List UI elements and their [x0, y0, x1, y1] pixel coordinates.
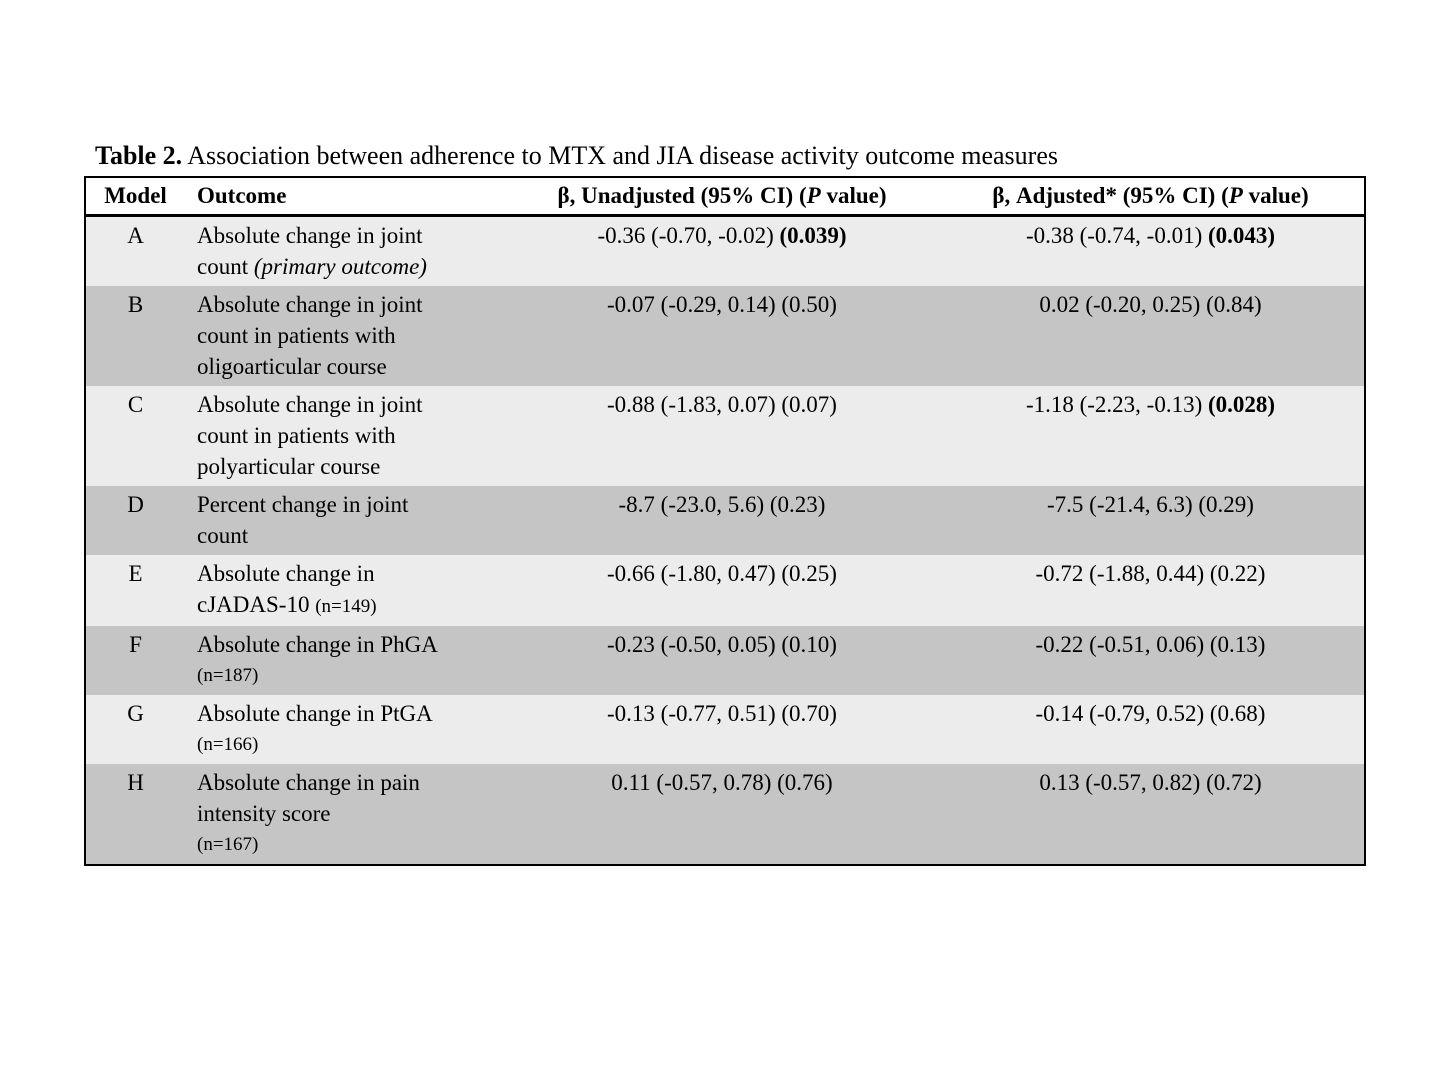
adjusted-cell: -7.5 (-21.4, 6.3) (0.29) — [1047, 492, 1254, 517]
adjusted-cell: -1.18 (-2.23, -0.13) (0.028) — [937, 386, 1365, 486]
unadjusted-cell: -0.13 (-0.77, 0.51) (0.70) — [607, 701, 837, 726]
outcome-cell: Absolute change in PhGA (n=187) — [185, 626, 507, 695]
sample-size-note: (n=187) — [197, 665, 259, 686]
outcome-cell: Absolute change in joint count (primary … — [185, 216, 507, 287]
association-table: Model Outcome β, Unadjusted (95% CI) (P … — [84, 176, 1366, 866]
adjusted-cell: 0.13 (-0.57, 0.82) (0.72) — [1039, 770, 1262, 795]
outcome-cell: Absolute change in joint count in patien… — [185, 386, 507, 486]
outcome-line: count in patients with — [197, 323, 396, 348]
estimate-value: -0.38 (-0.74, -0.01) — [1025, 223, 1208, 248]
outcome-line: Absolute change in pain — [197, 770, 420, 795]
adjusted-cell: 0.02 (-0.20, 0.25) (0.84) — [1039, 292, 1262, 317]
table-body: A Absolute change in joint count (primar… — [85, 215, 1365, 865]
table-row-C: C Absolute change in joint count in pati… — [85, 386, 1365, 486]
col-header-unadjusted: β, Unadjusted (95% CI) (P value) — [507, 177, 937, 217]
table-row-A: A Absolute change in joint count (primar… — [85, 215, 1365, 287]
table-header: Model Outcome β, Unadjusted (95% CI) (P … — [85, 177, 1365, 217]
unadjusted-cell: -0.66 (-1.80, 0.47) (0.25) — [607, 561, 837, 586]
outcome-italic-note: (primary outcome) — [253, 254, 427, 279]
adjusted-cell: -0.22 (-0.51, 0.06) (0.13) — [1035, 632, 1266, 657]
significant-p-value: (0.043) — [1207, 223, 1276, 248]
outcome-line: count — [197, 523, 249, 548]
sample-size-note: (n=166) — [197, 734, 259, 755]
outcome-line: count (primary outcome) — [197, 251, 503, 282]
outcome-cell: Percent change in joint count — [185, 486, 507, 555]
model-cell: H — [127, 770, 144, 795]
col-header-adjusted: β, Adjusted* (95% CI) (P value) — [937, 177, 1365, 217]
estimate-value: -1.18 (-2.23, -0.13) — [1025, 392, 1208, 417]
model-cell: E — [128, 561, 143, 586]
adjusted-cell: -0.14 (-0.79, 0.52) (0.68) — [1035, 701, 1266, 726]
outcome-line: Percent change in joint — [197, 492, 409, 517]
adjusted-cell: -0.38 (-0.74, -0.01) (0.043) — [937, 216, 1365, 287]
table-row-B: B Absolute change in joint count in pati… — [85, 286, 1365, 386]
table-title: Table 2. Association between adherence t… — [95, 141, 1058, 171]
col-header-unadjusted-tail: value) — [820, 183, 887, 208]
adjusted-cell: -0.72 (-1.88, 0.44) (0.22) — [1035, 561, 1266, 586]
model-cell: G — [127, 701, 144, 726]
outcome-line: polyarticular course — [197, 454, 381, 479]
outcome-line: count in patients with — [197, 423, 396, 448]
unadjusted-cell: -0.07 (-0.29, 0.14) (0.50) — [607, 292, 837, 317]
outcome-cell: Absolute change in cJADAS-10 (n=149) — [185, 555, 507, 626]
sample-size-note: (n=149) — [315, 596, 377, 617]
table-title-label: Table 2. — [95, 141, 183, 170]
unadjusted-cell: -0.88 (-1.83, 0.07) (0.07) — [607, 392, 837, 417]
outcome-line: Absolute change in PtGA — [197, 701, 433, 726]
col-header-adjusted-text: β, Adjusted* (95% CI) ( — [992, 183, 1229, 208]
col-header-adjusted-tail: value) — [1242, 183, 1309, 208]
outcome-line: Absolute change in — [197, 561, 375, 586]
col-header-unadjusted-p: P — [806, 183, 821, 208]
outcome-line: Absolute change in joint — [197, 292, 423, 317]
significant-p-value: (0.039) — [779, 223, 847, 248]
table-row-D: D Percent change in joint count -8.7 (-2… — [85, 486, 1365, 555]
outcome-cell: Absolute change in PtGA (n=166) — [185, 695, 507, 764]
outcome-line: cJADAS-10 (n=149) — [197, 589, 503, 622]
significant-p-value: (0.028) — [1207, 392, 1276, 417]
sample-size-note: (n=167) — [197, 834, 259, 855]
col-header-model: Model — [85, 177, 185, 217]
table-row-H: H Absolute change in pain intensity scor… — [85, 764, 1365, 865]
model-cell: B — [127, 292, 144, 317]
model-cell: C — [127, 392, 144, 417]
col-header-unadjusted-text: β, Unadjusted (95% CI) ( — [557, 183, 807, 208]
header-row: Model Outcome β, Unadjusted (95% CI) (P … — [85, 177, 1365, 217]
table-row-F: F Absolute change in PhGA (n=187) -0.23 … — [85, 626, 1365, 695]
unadjusted-cell: -8.7 (-23.0, 5.6) (0.23) — [618, 492, 826, 517]
outcome-line: Absolute change in PhGA — [197, 632, 438, 657]
outcome-line: Absolute change in joint — [197, 223, 423, 248]
unadjusted-cell: -0.36 (-0.70, -0.02) (0.039) — [507, 216, 937, 287]
model-cell: F — [129, 632, 142, 657]
outcome-line: Absolute change in joint — [197, 392, 423, 417]
outcome-line: intensity score — [197, 801, 331, 826]
col-header-adjusted-p: P — [1228, 183, 1243, 208]
outcome-cell: Absolute change in joint count in patien… — [185, 286, 507, 386]
model-cell: A — [127, 223, 144, 248]
unadjusted-cell: 0.11 (-0.57, 0.78) (0.76) — [611, 770, 833, 795]
table-row-G: G Absolute change in PtGA (n=166) -0.13 … — [85, 695, 1365, 764]
outcome-text: count — [197, 254, 254, 279]
model-cell: D — [127, 492, 144, 517]
outcome-line: oligoarticular course — [197, 354, 387, 379]
table-row-E: E Absolute change in cJADAS-10 (n=149) -… — [85, 555, 1365, 626]
outcome-cell: Absolute change in pain intensity score … — [185, 764, 507, 865]
table-title-text: Association between adherence to MTX and… — [182, 141, 1058, 170]
col-header-outcome: Outcome — [185, 177, 507, 217]
unadjusted-cell: -0.23 (-0.50, 0.05) (0.10) — [607, 632, 837, 657]
estimate-value: -0.36 (-0.70, -0.02) — [597, 223, 780, 248]
outcome-text: cJADAS-10 — [197, 592, 316, 617]
